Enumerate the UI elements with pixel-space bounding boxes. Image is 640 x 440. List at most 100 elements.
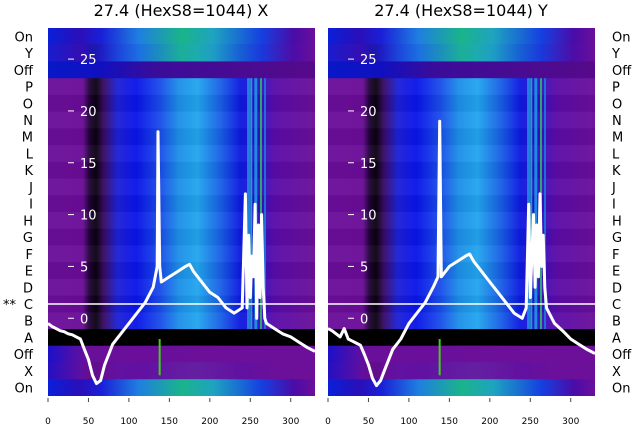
y-tick-label: 20 xyxy=(360,105,377,120)
row-label: O xyxy=(23,97,33,112)
y-tick-label: 15 xyxy=(80,157,97,172)
stripe xyxy=(530,78,533,330)
x-tick-label: 50 xyxy=(83,417,95,427)
x-tick-label: 150 xyxy=(441,417,458,427)
band-a xyxy=(48,329,315,346)
y-tick-label: 0 xyxy=(360,312,368,327)
y-tick-label: 10 xyxy=(80,209,97,224)
x-tick-label: 250 xyxy=(242,417,259,427)
x-tick-label: 50 xyxy=(363,417,375,427)
stripe xyxy=(544,78,547,330)
x-tick-label: 150 xyxy=(161,417,178,427)
heatmap-row xyxy=(48,78,315,95)
row-label: J xyxy=(611,181,616,196)
heatmap-row xyxy=(328,128,595,146)
row-label: N xyxy=(23,114,33,129)
row-label: H xyxy=(23,214,33,229)
y-tick-label: 0 xyxy=(80,312,88,327)
band-x xyxy=(48,362,315,380)
row-label: H xyxy=(612,214,622,229)
row-label: N xyxy=(612,114,622,129)
row-label: On xyxy=(612,382,630,397)
row-label: X xyxy=(24,365,33,380)
right-chart-title: 27.4 (HexS8=1044) Y xyxy=(374,1,548,20)
row-label: P xyxy=(25,81,33,96)
row-label: D xyxy=(612,281,622,296)
band-on-top xyxy=(48,28,315,45)
row-label: P xyxy=(612,81,620,96)
row-label: Off xyxy=(612,64,632,79)
row-label: J xyxy=(28,181,33,196)
row-label: Off xyxy=(612,348,632,363)
heatmap-row xyxy=(328,78,595,95)
y-tick-label: 5 xyxy=(80,260,88,275)
row-label: On xyxy=(15,30,33,45)
band-off-top xyxy=(328,61,595,79)
band-a xyxy=(328,329,595,346)
row-label: X xyxy=(612,365,621,380)
row-label: L xyxy=(26,147,34,162)
x-tick-label: 100 xyxy=(400,417,417,427)
stripe xyxy=(534,78,538,330)
stripe xyxy=(259,78,262,330)
heatmap-row xyxy=(48,278,315,296)
row-label: Off xyxy=(14,64,34,79)
row-label: Off xyxy=(14,348,34,363)
row-label: I xyxy=(612,198,616,213)
row-label: Y xyxy=(24,47,33,62)
row-label: K xyxy=(24,164,33,179)
stripe xyxy=(264,78,267,330)
heatmap-row xyxy=(328,278,595,296)
row-label: M xyxy=(22,131,33,146)
band-y xyxy=(328,44,595,62)
x-tick-label: 300 xyxy=(562,417,579,427)
y-tick-label: 15 xyxy=(360,157,377,172)
y-tick-label: 20 xyxy=(80,105,97,120)
y-tick-label: 5 xyxy=(360,260,368,275)
stripe xyxy=(250,78,253,330)
series-line xyxy=(48,130,315,386)
row-label: L xyxy=(612,147,620,162)
row-label: F xyxy=(26,248,33,263)
row-label: G xyxy=(612,231,622,246)
x-tick-label: 250 xyxy=(522,417,539,427)
row-label: D xyxy=(23,281,33,296)
row-label: A xyxy=(24,331,33,346)
row-label: I xyxy=(29,198,33,213)
row-label: F xyxy=(612,248,619,263)
row-label: M xyxy=(612,131,623,146)
heatmap-row xyxy=(48,178,315,196)
row-label: C xyxy=(24,298,33,313)
row-label: B xyxy=(612,315,621,330)
row-label: On xyxy=(612,30,630,45)
y-tick-label: 10 xyxy=(360,209,377,224)
band-off-bottom xyxy=(48,345,315,363)
row-label: Y xyxy=(611,47,620,62)
row-label: O xyxy=(612,97,622,112)
row-label: E xyxy=(612,265,620,280)
row-label: On xyxy=(15,382,33,397)
left-chart-title: 27.4 (HexS8=1044) X xyxy=(94,1,269,20)
row-label: B xyxy=(24,315,33,330)
series-line xyxy=(328,119,595,388)
row-label: A xyxy=(612,331,621,346)
band-on-bottom xyxy=(328,379,595,396)
band-on-top xyxy=(328,28,595,45)
row-label: E xyxy=(25,265,33,280)
x-tick-label: 300 xyxy=(282,417,299,427)
heatmap-row xyxy=(328,228,595,246)
row-marker-label: ** xyxy=(3,298,17,313)
y-tick-label: 25 xyxy=(360,53,377,68)
heatmap-row xyxy=(328,178,595,196)
stripe xyxy=(247,78,251,330)
heatmap-row xyxy=(48,128,315,146)
row-label: K xyxy=(612,164,621,179)
x-tick-label: 200 xyxy=(481,417,498,427)
band-off-top xyxy=(48,61,315,79)
x-tick-label: 0 xyxy=(325,417,331,427)
row-label: C xyxy=(612,298,621,313)
x-tick-label: 0 xyxy=(45,417,51,427)
x-tick-label: 100 xyxy=(120,417,137,427)
